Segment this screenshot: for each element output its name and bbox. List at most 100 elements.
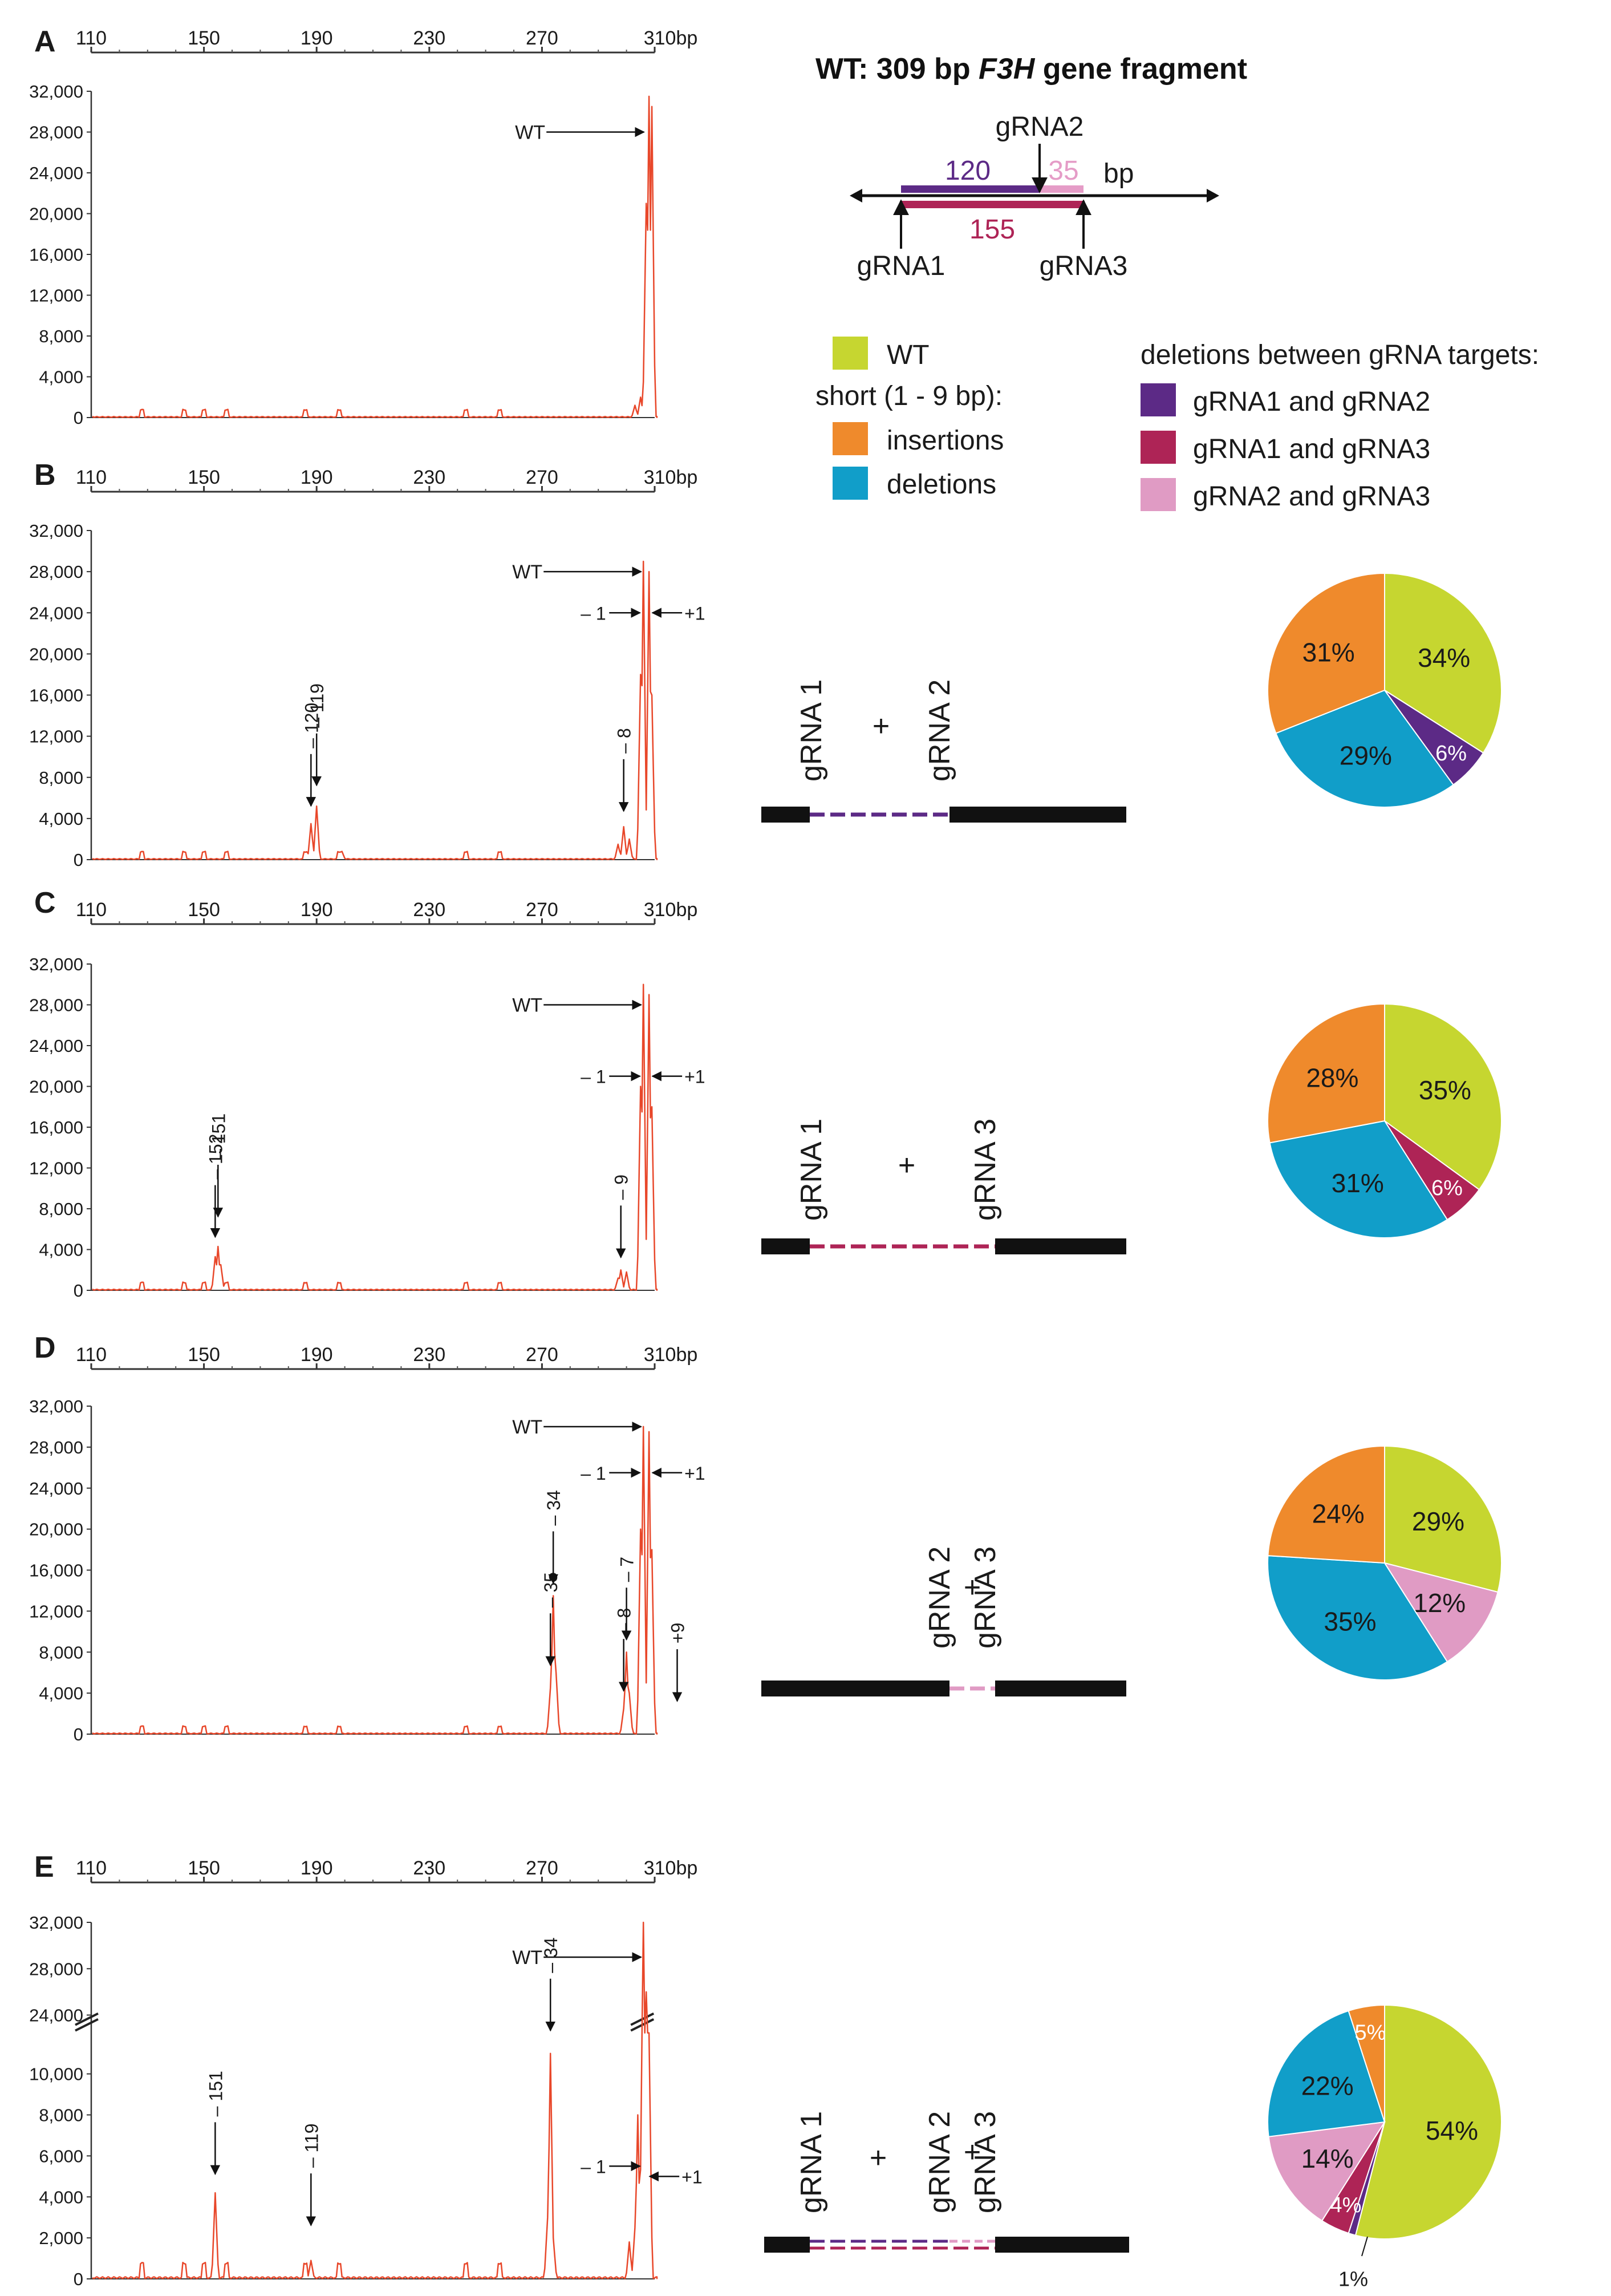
y-tick-label: 0: [74, 1281, 83, 1301]
pie-slice: [1384, 1445, 1502, 1593]
segment-155-label: 155: [969, 214, 1015, 245]
scheme-title-prefix: WT: 309 bp: [815, 52, 979, 86]
ruler-tick-label: 310bp: [644, 1344, 698, 1366]
y-tick-label: 8,000: [39, 768, 83, 788]
legend-wt-label: WT: [887, 340, 930, 370]
annotation-peak-label: – 34: [541, 1937, 561, 1973]
pie-slice-label: 6%: [1431, 1176, 1463, 1200]
pie-slice: [1383, 1562, 1499, 1663]
panel-E: E 110 150 190 230 270 310bp 32,000 28,000 24,000 1…: [29, 1850, 702, 2289]
legend-short-header: short (1 - 9 bp):: [815, 381, 1003, 411]
y-tick-label: 20,000: [29, 644, 83, 664]
y-tick-label: 8,000: [39, 1642, 83, 1662]
annotation-wt: WT: [512, 995, 542, 1017]
ruler-tick-label: 270: [526, 467, 558, 488]
y-tick-label: 24,000: [29, 2006, 83, 2026]
annotation-peak-label: – 7: [617, 1557, 638, 1582]
ruler-tick-label: 270: [526, 899, 558, 921]
legend-swatch-g12: [1141, 383, 1176, 416]
y-tick-label: 12,000: [29, 286, 83, 306]
annotation-peak-label: – 120: [301, 703, 322, 748]
annotation-plus1: +1: [684, 603, 705, 623]
y-tick-label: 16,000: [29, 1561, 83, 1581]
annotation-peak-label: – 152: [205, 1134, 226, 1180]
construct-exon-right: [995, 1681, 1126, 1696]
y-tick-label: 8,000: [39, 326, 83, 346]
annotation-plus1: +1: [684, 1067, 705, 1087]
pie-slice-label: 6%: [1435, 742, 1467, 766]
pie-slice: [1384, 1003, 1502, 1190]
annotation-minus1: – 1: [581, 1067, 606, 1087]
panel-label-B: B: [34, 459, 56, 492]
panel-label-D: D: [34, 1331, 56, 1364]
panel-A: A 110 150 190 230 270 310bp 32,000 28,000 24,000 2…: [29, 25, 697, 428]
legend: WT short (1 - 9 bp): insertions deletion…: [815, 337, 1539, 512]
ruler-tick-label: 230: [413, 899, 445, 921]
trace-line: [92, 1426, 658, 1735]
annotation-plus1: +1: [684, 1463, 705, 1484]
y-tick-label: 32,000: [29, 521, 83, 541]
annotation-minus1: – 1: [581, 603, 606, 623]
ruler-tick-label: 110: [76, 899, 107, 921]
construct-grna-label: gRNA 1: [795, 679, 828, 781]
pie-slice: [1267, 1555, 1448, 1681]
annotation-peak-label: – 34: [543, 1490, 564, 1525]
y-tick-label: 2,000: [39, 2228, 83, 2248]
pie-slice-label: 5%: [1355, 2020, 1386, 2044]
ruler-tick-label: 190: [301, 1857, 333, 1879]
construct-exon-left: [761, 1238, 810, 1254]
segment-120-label: 120: [945, 156, 991, 186]
y-tick-label: 16,000: [29, 686, 83, 706]
pie-slice: [1267, 572, 1385, 734]
y-tick-label: 4,000: [39, 2187, 83, 2207]
legend-swatch-g23: [1141, 478, 1176, 511]
y-tick-label: 20,000: [29, 1077, 83, 1097]
y-tick-label: 20,000: [29, 204, 83, 224]
legend-swatch-deletions: [833, 467, 868, 500]
construct-grna-label: gRNA 1: [795, 2111, 828, 2213]
y-tick-label: 32,000: [29, 1913, 83, 1933]
ruler-tick-label: 110: [76, 467, 107, 488]
ruler-tick-label: 150: [188, 899, 220, 921]
legend-insertions-label: insertions: [887, 426, 1004, 456]
pie-slice-label: 1%: [1338, 2267, 1368, 2291]
annotation-plus1: +1: [681, 2167, 702, 2187]
legend-g12-label: gRNA1 and gRNA2: [1193, 387, 1430, 417]
panels: A 110 150 190 230 270 310bp 32,000 28,000 24,000 2…: [29, 25, 705, 2289]
segment-35-label: 35: [1048, 156, 1078, 186]
construct-exon-left: [761, 1681, 949, 1696]
pie-slice-label: 14%: [1301, 2144, 1354, 2173]
trace-line: [92, 983, 658, 1291]
ruler-tick-label: 110: [76, 27, 107, 49]
legend-swatch-insertions: [833, 422, 868, 455]
annotation-peak-label: – 151: [205, 2071, 226, 2116]
ruler-tick-label: 310bp: [644, 467, 698, 488]
construct-plus: +: [964, 2136, 981, 2169]
trace-line: [92, 1921, 658, 2279]
construct-exon-right: [995, 1238, 1126, 1254]
construct-grna-label: gRNA 3: [969, 1119, 1002, 1221]
y-tick-label: 4,000: [39, 367, 83, 387]
construct-B: gRNA 1 + gRNA 2: [761, 679, 1126, 823]
annotation-peak-label: – 119: [301, 2123, 322, 2168]
pie-slice-label: 31%: [1332, 1168, 1384, 1198]
annotation-peak-label: – 35: [541, 1572, 561, 1607]
ruler-tick-label: 150: [188, 467, 220, 488]
y-tick-label: 32,000: [29, 82, 83, 102]
pie-slice: [1275, 689, 1454, 808]
pie-C: 35% 6% 31% 28%: [1267, 1003, 1502, 1238]
y-tick-label: 16,000: [29, 245, 83, 265]
ruler-tick-label: 190: [301, 27, 333, 49]
ruler-tick-label: 150: [188, 1857, 220, 1879]
legend-g23-label: gRNA2 and gRNA3: [1193, 481, 1430, 512]
ruler-tick-label: 150: [188, 27, 220, 49]
construct-exon-right: [995, 2237, 1129, 2253]
legend-swatch-wt: [833, 337, 868, 370]
y-tick-label: 0: [74, 850, 83, 870]
pie-charts: 34%6%29%31%35%6%31%28%29%12%35%24%54%1%4…: [1267, 572, 1502, 2291]
construct-grna-label: gRNA 2: [923, 2111, 956, 2213]
scheme-right-end-icon: [1207, 189, 1219, 203]
pie-slice-label: 22%: [1301, 2071, 1354, 2100]
y-tick-label: 24,000: [29, 603, 83, 623]
